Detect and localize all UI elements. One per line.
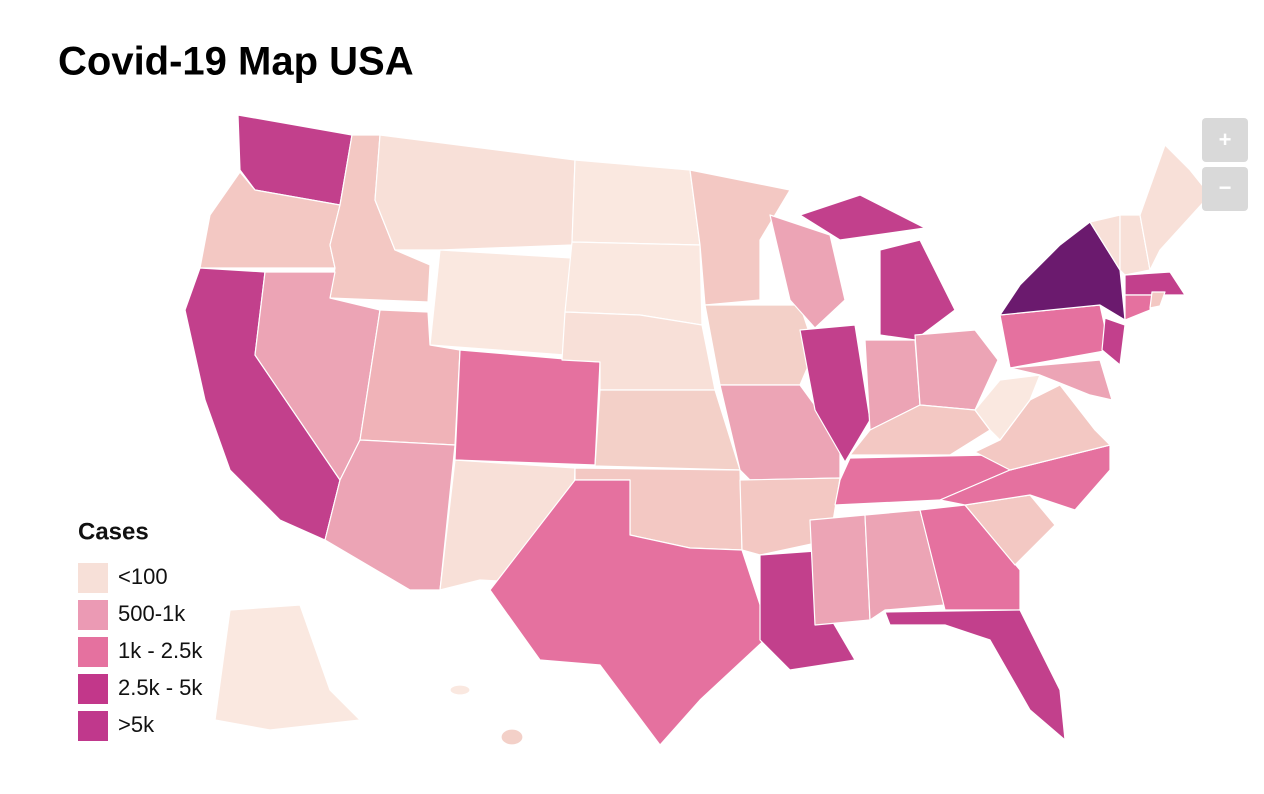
state	[1009, 359, 1113, 401]
state	[919, 504, 1021, 611]
state	[594, 389, 741, 471]
state	[864, 509, 946, 621]
state	[884, 609, 1066, 741]
zoom-in-button[interactable]	[1202, 118, 1248, 162]
state	[374, 134, 576, 251]
states	[184, 114, 1211, 746]
state	[1139, 144, 1211, 271]
zoom-in-label[interactable]: +	[1219, 127, 1232, 152]
state	[500, 728, 524, 746]
state	[454, 349, 601, 466]
state	[449, 684, 471, 696]
title: Covid-19 Map USA	[58, 40, 414, 84]
legend: Cases <100 500-1k 1k - 2.5k 2.5k - 5k >5k	[78, 518, 203, 741]
state	[704, 304, 816, 386]
state	[571, 159, 701, 246]
state	[1124, 271, 1186, 296]
legend-label: 1k - 2.5k	[118, 638, 203, 663]
state	[809, 514, 871, 626]
state	[324, 439, 456, 591]
state	[1149, 291, 1166, 309]
state	[429, 249, 573, 356]
state	[799, 324, 871, 463]
legend-label: 2.5k - 5k	[118, 675, 203, 700]
state	[489, 479, 771, 746]
legend-title: Cases	[78, 518, 149, 545]
state	[214, 604, 361, 731]
legend-label: >5k	[118, 712, 155, 737]
state	[799, 194, 926, 241]
legend-label: <100	[118, 564, 168, 589]
state	[1101, 317, 1126, 366]
state	[879, 239, 956, 341]
zoom-out-label[interactable]: −	[1219, 175, 1232, 200]
state	[999, 221, 1126, 321]
legend-swatch	[78, 563, 108, 593]
legend-swatch	[78, 637, 108, 667]
state	[974, 374, 1041, 441]
legend-swatch	[78, 674, 108, 704]
legend-label: 500-1k	[118, 601, 186, 626]
state	[999, 304, 1111, 369]
state	[769, 214, 846, 329]
legend-swatch	[78, 711, 108, 741]
state	[1124, 294, 1153, 321]
state	[914, 329, 999, 411]
zoom-out-button[interactable]	[1202, 167, 1248, 211]
state	[689, 169, 791, 306]
zoom-controls: + −	[1202, 118, 1248, 211]
legend-swatch	[78, 600, 108, 630]
